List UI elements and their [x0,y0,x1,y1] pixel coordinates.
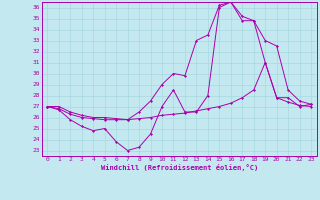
X-axis label: Windchill (Refroidissement éolien,°C): Windchill (Refroidissement éolien,°C) [100,164,258,171]
